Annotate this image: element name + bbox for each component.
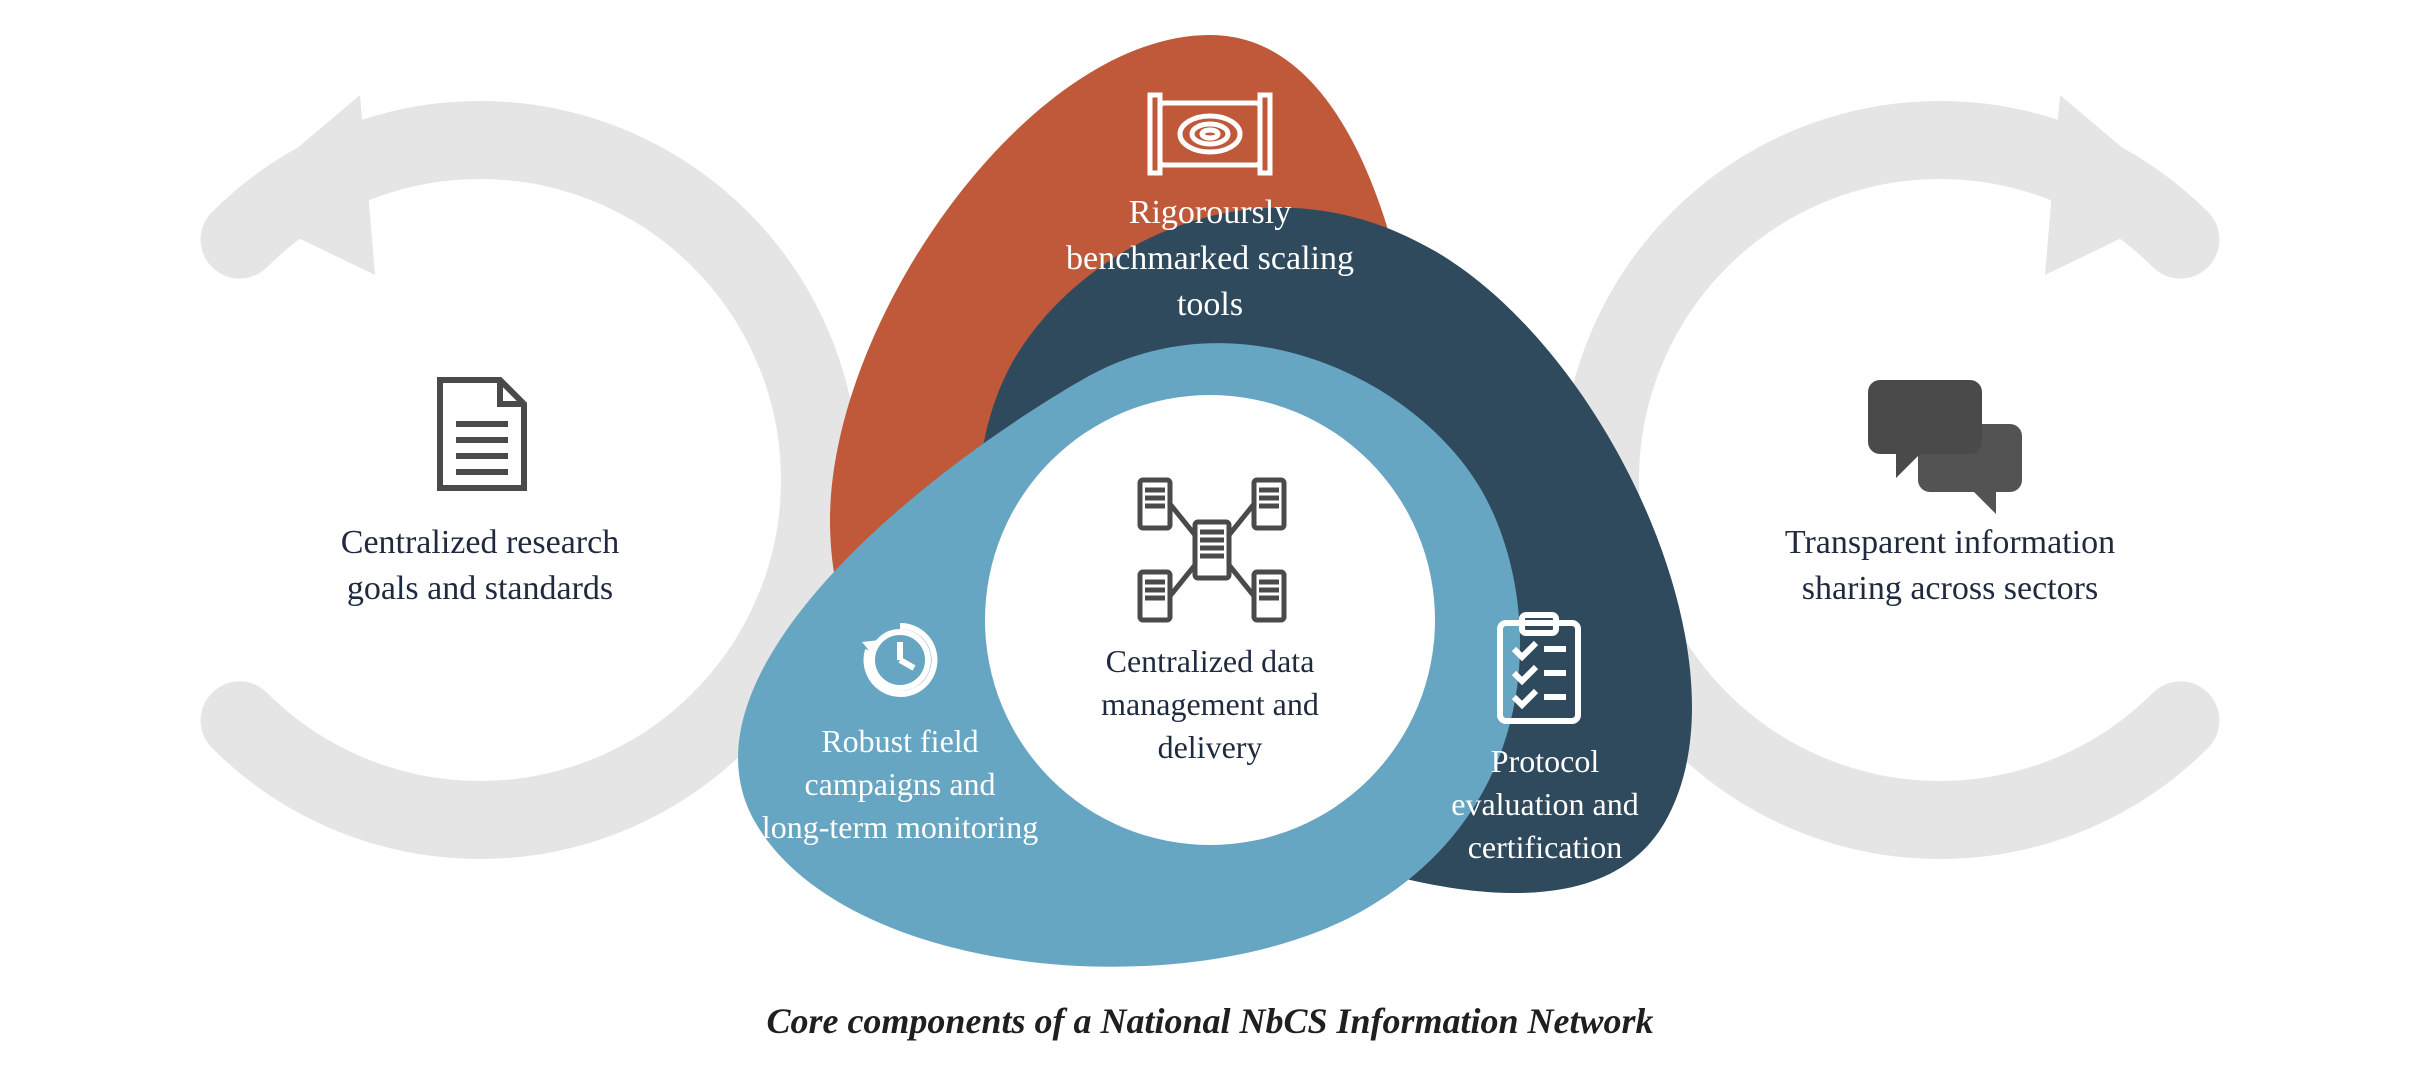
left-label: Centralized research goals and standards xyxy=(280,520,680,612)
chat-icon xyxy=(1868,380,2022,514)
right-label: Transparent information sharing across s… xyxy=(1740,520,2160,612)
petal-top-label: Rigoroursly benchmarked scaling tools xyxy=(1020,190,1400,328)
diagram-stage: Centralized research goals and standards… xyxy=(0,0,2420,1078)
center-label: Centralized data management and delivery xyxy=(1060,640,1360,770)
caption: Core components of a National NbCS Infor… xyxy=(0,1000,2420,1042)
petal-left-label: Robust field campaigns and long-term mon… xyxy=(720,720,1080,850)
document-icon xyxy=(440,380,524,488)
petal-right-label: Protocol evaluation and certification xyxy=(1400,740,1690,870)
